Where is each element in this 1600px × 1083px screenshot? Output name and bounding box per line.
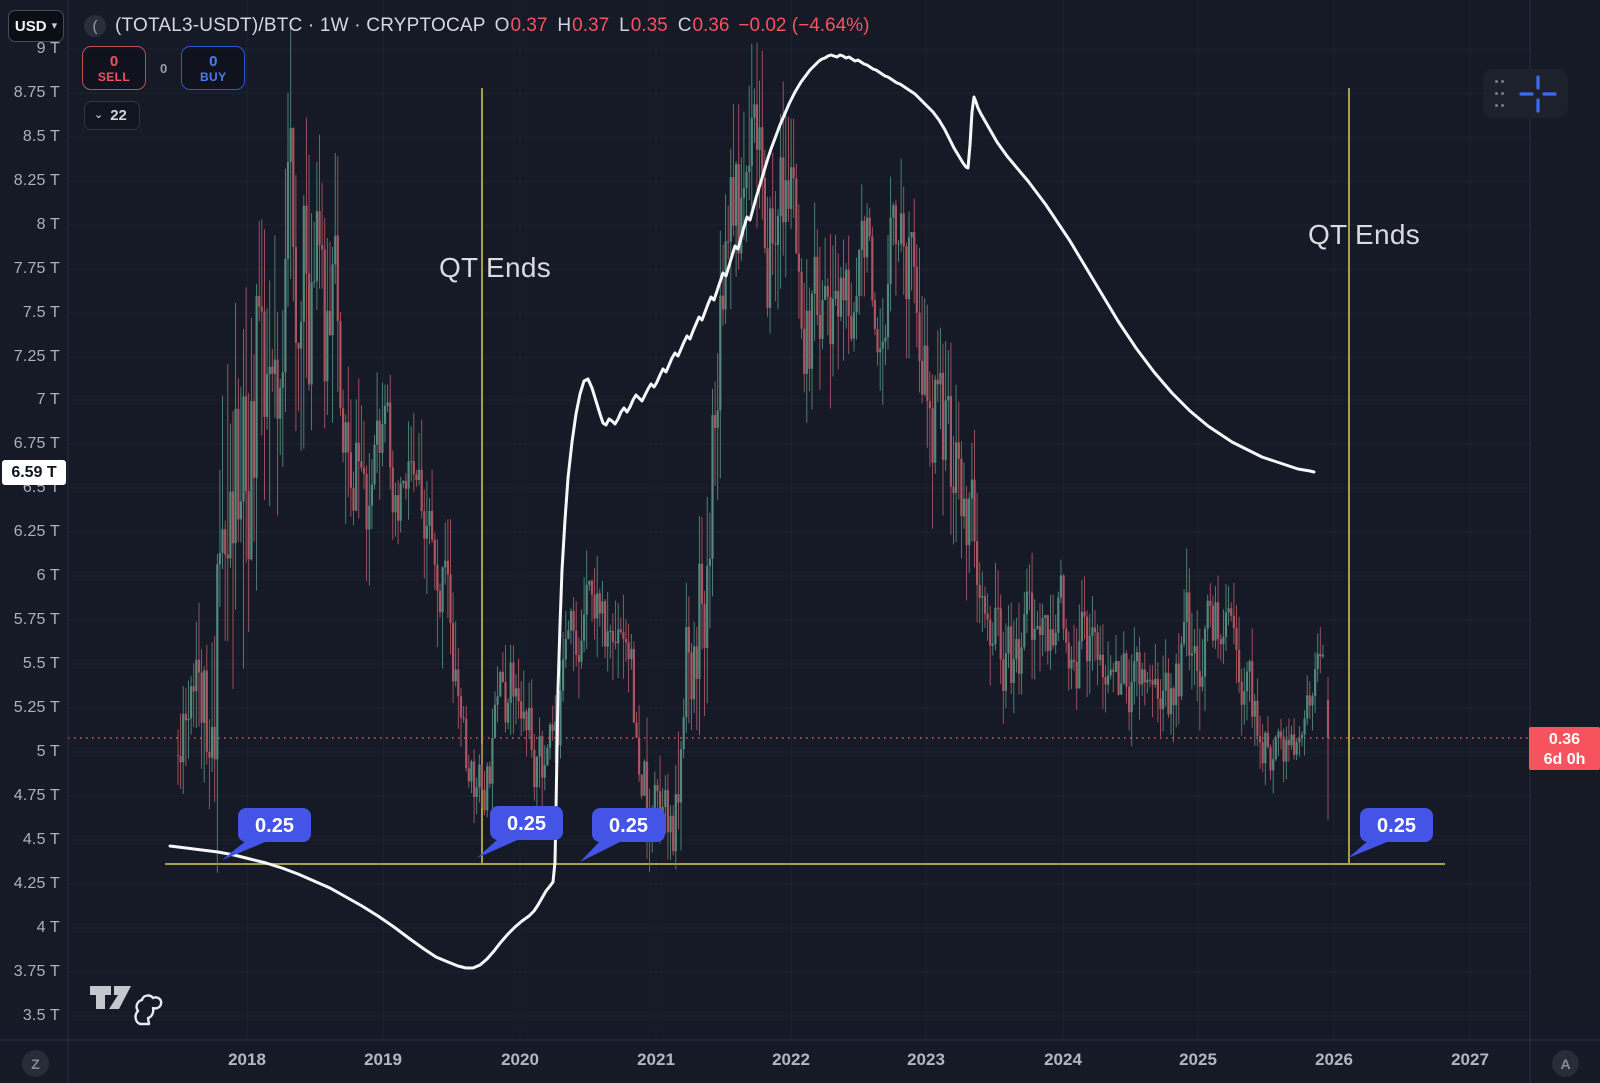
change-value: −0.02 (−4.64%) (738, 15, 870, 36)
timezone-badge[interactable]: Z (22, 1050, 49, 1077)
sell-button[interactable]: 0 SELL (82, 46, 146, 90)
time-tick-label: 2018 (228, 1050, 266, 1069)
rate-callout-label[interactable]: 0.25 (1348, 808, 1433, 858)
price-tick-label: 6.25 T (13, 523, 60, 540)
ohlc-item: H0.37 (557, 15, 610, 36)
price-tick-label: 5 T (36, 743, 60, 760)
drag-handle-icon[interactable] (1493, 76, 1507, 112)
ohlc-values: O0.37 H0.37 L0.35 C0.36 (495, 15, 730, 37)
time-tick-label: 2019 (364, 1050, 402, 1069)
time-tick-label: 2020 (501, 1050, 539, 1069)
sell-qty: 0 (109, 52, 119, 70)
time-tick-label: 2022 (772, 1050, 810, 1069)
svg-text:0.25: 0.25 (1377, 815, 1416, 837)
time-tick-label: 2026 (1315, 1050, 1353, 1069)
symbol-title[interactable]: (TOTAL3-USDT)/BTC · 1W · CRYPTOCAP (115, 15, 486, 36)
annotation-text-qt-ends-left[interactable]: QT Ends (438, 252, 552, 283)
price-tick-label: 8.75 T (13, 84, 60, 101)
sell-label: SELL (97, 69, 131, 84)
price-tick-label: 6 T (36, 567, 60, 584)
price-tick-label: 3.5 T (22, 1007, 60, 1024)
chevron-down-icon: ▾ (51, 19, 58, 32)
buy-button[interactable]: 0 BUY (181, 46, 246, 90)
svg-text:0.25: 0.25 (609, 815, 648, 837)
last-price-value: 0.36 (1548, 731, 1581, 748)
trade-buttons: 0 SELL 0 0 BUY (82, 46, 246, 90)
price-tick-label: 4 T (36, 919, 60, 936)
price-tick-label: 7.25 T (13, 348, 60, 365)
ohlc-item: C0.36 (677, 15, 730, 36)
rate-callout-label[interactable]: 0.25 (580, 808, 665, 862)
time-tick-label: 2025 (1179, 1050, 1217, 1069)
currency-label: USD (14, 17, 47, 35)
line-current-value-label: 6.59 T (2, 460, 66, 485)
svg-text:0.25: 0.25 (507, 813, 546, 835)
price-tick-label: 8 T (36, 216, 60, 233)
price-tick-label: 4.75 T (13, 787, 60, 804)
price-tick-label: 7 T (36, 391, 60, 408)
symbol-logo-icon[interactable]: ( (84, 15, 106, 37)
price-tick-label: 6.75 T (13, 435, 60, 452)
rate-callout-label[interactable]: 0.25 (222, 808, 311, 860)
price-tick-label: 8.5 T (22, 128, 60, 145)
crosshair-icon[interactable] (1518, 74, 1558, 114)
currency-selector[interactable]: USD ▾ (8, 10, 64, 42)
annotation-text-qt-ends-right[interactable]: QT Ends (1307, 219, 1421, 250)
tradingview-logo[interactable] (88, 980, 168, 1035)
price-tick-label: 8.25 T (13, 172, 60, 189)
time-tick-label: 2027 (1451, 1050, 1489, 1069)
time-tick-label: 2023 (907, 1050, 945, 1069)
ohlc-item: L0.35 (619, 15, 668, 36)
time-tick-label: 2021 (637, 1050, 675, 1069)
buy-qty: 0 (209, 52, 218, 70)
autoscale-badge[interactable]: A (1552, 1050, 1579, 1077)
ohlc-item: O0.37 (494, 15, 548, 36)
svg-text:0.25: 0.25 (255, 815, 294, 837)
price-tick-label: 4.5 T (22, 831, 60, 848)
bar-countdown: 6d 0h (1543, 751, 1586, 768)
price-tick-label: 7.75 T (13, 260, 60, 277)
price-tick-label: 5.75 T (13, 611, 60, 628)
price-tick-label: 5.25 T (13, 699, 60, 716)
price-tick-label: 7.5 T (22, 304, 60, 321)
last-price-label: 0.36 6d 0h (1529, 727, 1600, 770)
price-tick-label: 9 T (36, 40, 60, 57)
spread-value: 0 (160, 60, 168, 76)
price-tick-label: 3.75 T (13, 963, 60, 980)
chevron-down-icon: ⌄ (94, 109, 104, 121)
buy-label: BUY (199, 69, 227, 84)
price-tick-label: 4.25 T (13, 875, 60, 892)
rate-callout-label[interactable]: 0.25 (477, 806, 563, 858)
floating-toolbox (1483, 69, 1568, 118)
chart-legend: ( (TOTAL3-USDT)/BTC · 1W · CRYPTOCAP O0.… (84, 13, 869, 39)
price-tick-label: 5.5 T (22, 655, 60, 672)
time-tick-label: 2024 (1044, 1050, 1082, 1069)
dino-doodle-icon (134, 994, 163, 1026)
bar-replay-count-chip[interactable]: ⌄ 22 (84, 101, 140, 130)
bars-count: 22 (110, 107, 127, 124)
